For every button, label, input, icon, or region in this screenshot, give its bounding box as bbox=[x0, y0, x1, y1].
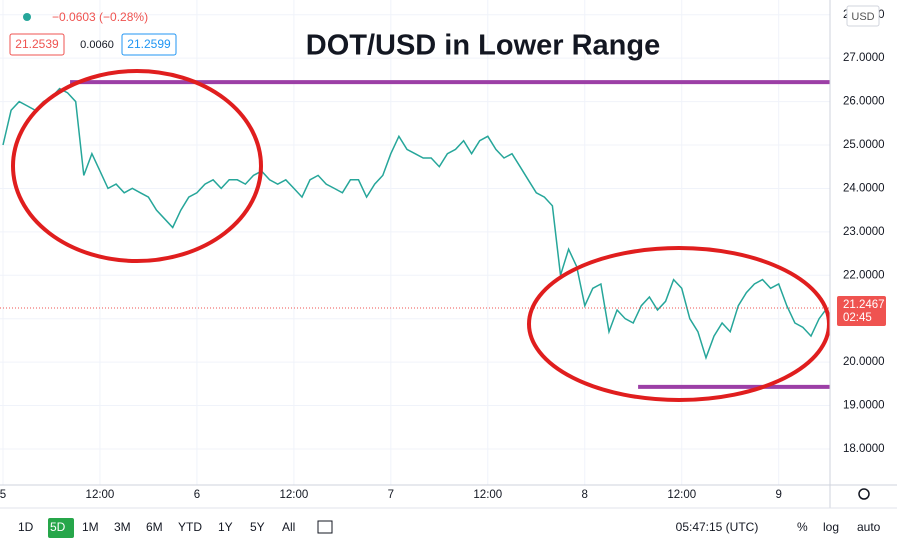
spread: 0.0060 bbox=[80, 39, 114, 51]
scale-option[interactable]: % bbox=[797, 520, 808, 534]
range-button[interactable]: 5Y bbox=[250, 520, 265, 534]
x-tick-label: 12:00 bbox=[279, 489, 308, 501]
x-tick-label: 7 bbox=[388, 489, 394, 501]
x-tick-label: 8 bbox=[582, 489, 588, 501]
range-button[interactable]: 5D bbox=[50, 520, 66, 534]
chart-title: DOT/USD in Lower Range bbox=[306, 30, 660, 62]
range-active bbox=[48, 518, 74, 538]
currency-box bbox=[846, 5, 880, 27]
y-tick-label: 18.0000 bbox=[843, 443, 885, 455]
y-tick-label: 27.0000 bbox=[843, 52, 885, 64]
y-tick-label: 25.0000 bbox=[843, 139, 885, 151]
y-tick-label: 20.0000 bbox=[843, 356, 885, 368]
y-tick-label: 26.0000 bbox=[843, 96, 885, 108]
range-button[interactable]: 6M bbox=[146, 520, 163, 534]
range-button[interactable]: 3M bbox=[114, 520, 131, 534]
x-tick-label: 12:00 bbox=[86, 489, 115, 501]
bid-box bbox=[9, 33, 65, 56]
range-button[interactable]: YTD bbox=[178, 520, 202, 534]
bid: 21.2539 bbox=[15, 37, 59, 51]
highlight-ellipse bbox=[527, 246, 831, 402]
y-tick-label: 23.0000 bbox=[843, 226, 885, 238]
scale-option[interactable]: auto bbox=[857, 520, 881, 534]
settings-icon[interactable] bbox=[858, 488, 870, 500]
price-axis bbox=[830, 0, 897, 485]
scale-option[interactable]: log bbox=[823, 520, 839, 534]
y-tick-label: 19.0000 bbox=[843, 400, 885, 412]
x-tick-label: 6 bbox=[194, 489, 200, 501]
x-tick-label: 5 bbox=[0, 489, 6, 501]
last-price-box bbox=[837, 295, 886, 326]
change: −0.0603 (−0.28%) bbox=[52, 10, 148, 24]
last-price-label: 21.2467 bbox=[843, 299, 885, 311]
price-line bbox=[2, 87, 828, 361]
y-tick-label: 22.0000 bbox=[843, 269, 885, 281]
x-tick-label: 12:00 bbox=[667, 489, 696, 501]
range-button[interactable]: 1M bbox=[82, 520, 99, 534]
compare-icon[interactable] bbox=[317, 520, 333, 534]
currency: USD bbox=[851, 11, 874, 23]
range-button[interactable]: 1Y bbox=[218, 520, 233, 534]
ask-box bbox=[121, 33, 177, 56]
ask: 21.2599 bbox=[127, 37, 171, 51]
x-axis: 5 12:00 6 12:00 7 12:00 8 12:00 9 bbox=[0, 489, 782, 501]
grid bbox=[0, 0, 830, 485]
clock: 05:47:15 (UTC) bbox=[676, 520, 759, 534]
countdown-label: 02:45 bbox=[843, 312, 872, 324]
x-tick-label: 12:00 bbox=[473, 489, 502, 501]
toolbar: 1D 5D 1M 3M 6M YTD 1Y 5Y All% log auto bbox=[18, 518, 881, 538]
x-tick-label: 9 bbox=[775, 489, 781, 501]
range-button[interactable]: 1D bbox=[18, 520, 34, 534]
highlight-ellipse bbox=[11, 69, 263, 263]
range-button[interactable]: All bbox=[282, 520, 295, 534]
status-dot bbox=[23, 13, 31, 21]
y-tick-label: 24.0000 bbox=[843, 182, 885, 194]
